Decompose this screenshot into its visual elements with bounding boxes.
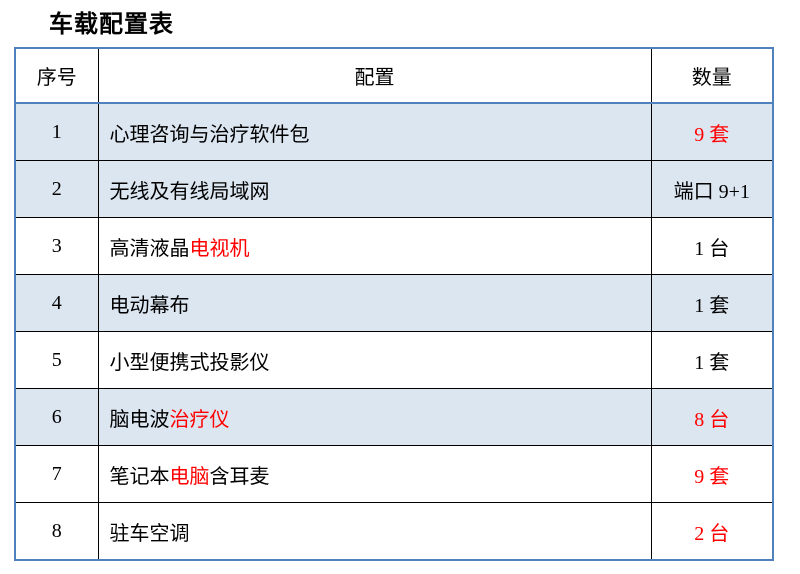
config-cell: 心理咨询与治疗软件包 — [97, 102, 652, 161]
header-cell-quantity: 数量 — [650, 47, 774, 104]
highlighted-text: 9 套 — [694, 123, 730, 146]
row-number-cell: 6 — [14, 388, 99, 446]
highlighted-text: 治疗仪 — [169, 408, 230, 431]
cell-text: 7 — [51, 462, 62, 485]
highlighted-text: 9 套 — [694, 465, 730, 488]
table-header: 序号 配置 数量 — [14, 47, 774, 104]
table-row: 8 驻车空调 2 台 — [14, 502, 774, 561]
config-cell: 高清液晶电视机 — [97, 217, 652, 275]
cell-text: 8 — [51, 519, 62, 542]
cell-text: 2 — [51, 177, 62, 200]
cell-text: 驻车空调 — [109, 522, 190, 545]
row-number-cell: 2 — [14, 160, 99, 218]
page-title: 车载配置表 — [49, 12, 174, 38]
config-cell: 电动幕布 — [97, 274, 652, 332]
table-row: 5 小型便携式投影仪 1 套 — [14, 331, 774, 389]
cell-text: 笔记本 — [109, 465, 170, 488]
row-number-cell: 1 — [14, 102, 99, 161]
cell-text: 3 — [51, 234, 62, 257]
cell-text: 4 — [51, 291, 62, 314]
cell-text: 含耳麦 — [209, 465, 270, 488]
cell-text: 小型便携式投影仪 — [109, 351, 270, 374]
highlighted-text: 电视机 — [189, 237, 250, 260]
cell-text: 心理咨询与治疗软件包 — [109, 123, 310, 146]
config-cell: 小型便携式投影仪 — [97, 331, 652, 389]
table-row: 1 心理咨询与治疗软件包 9 套 — [14, 102, 774, 161]
table-row: 4 电动幕布 1 套 — [14, 274, 774, 332]
cell-text: 1 套 — [694, 294, 730, 317]
cell-text: 5 — [51, 348, 62, 371]
row-number-cell: 3 — [14, 217, 99, 275]
quantity-cell: 9 套 — [650, 102, 774, 161]
quantity-cell: 1 台 — [650, 217, 774, 275]
quantity-cell: 2 台 — [650, 502, 774, 561]
cell-text: 高清液晶 — [109, 237, 190, 260]
cell-text: 脑电波 — [109, 408, 170, 431]
header-cell-config: 配置 — [97, 47, 652, 104]
config-cell: 脑电波治疗仪 — [97, 388, 652, 446]
row-number-cell: 4 — [14, 274, 99, 332]
cell-text: 6 — [51, 405, 62, 428]
cell-text: 1 台 — [694, 237, 730, 260]
vehicle-config-table: 序号 配置 数量 1 心理咨询与治疗软件包 9 套 2 无线及有线局域网 端口 9+1 3 高… — [14, 47, 774, 561]
quantity-cell: 8 台 — [650, 388, 774, 446]
config-cell: 驻车空调 — [97, 502, 652, 561]
cell-text: 电动幕布 — [109, 294, 190, 317]
cell-text: 无线及有线局域网 — [109, 180, 270, 203]
cell-text: 1 套 — [694, 351, 730, 374]
config-cell: 无线及有线局域网 — [97, 160, 652, 218]
table-row: 3 高清液晶电视机 1 台 — [14, 217, 774, 275]
cell-text: 1 — [51, 120, 62, 143]
table-row: 7 笔记本电脑含耳麦 9 套 — [14, 445, 774, 503]
row-number-cell: 7 — [14, 445, 99, 503]
quantity-cell: 9 套 — [650, 445, 774, 503]
table-row: 6 脑电波治疗仪 8 台 — [14, 388, 774, 446]
cell-text: 端口 9+1 — [673, 180, 750, 203]
row-number-cell: 5 — [14, 331, 99, 389]
quantity-cell: 端口 9+1 — [650, 160, 774, 218]
header-cell-number: 序号 — [14, 47, 99, 104]
highlighted-text: 电脑 — [169, 465, 210, 488]
table-row: 2 无线及有线局域网 端口 9+1 — [14, 160, 774, 218]
table-body: 1 心理咨询与治疗软件包 9 套 2 无线及有线局域网 端口 9+1 3 高清液晶电视机 1 台… — [14, 102, 774, 561]
config-cell: 笔记本电脑含耳麦 — [97, 445, 652, 503]
quantity-cell: 1 套 — [650, 331, 774, 389]
quantity-cell: 1 套 — [650, 274, 774, 332]
highlighted-text: 8 台 — [694, 408, 730, 431]
header-row: 序号 配置 数量 — [14, 47, 774, 104]
highlighted-text: 2 台 — [694, 522, 730, 545]
row-number-cell: 8 — [14, 502, 99, 561]
